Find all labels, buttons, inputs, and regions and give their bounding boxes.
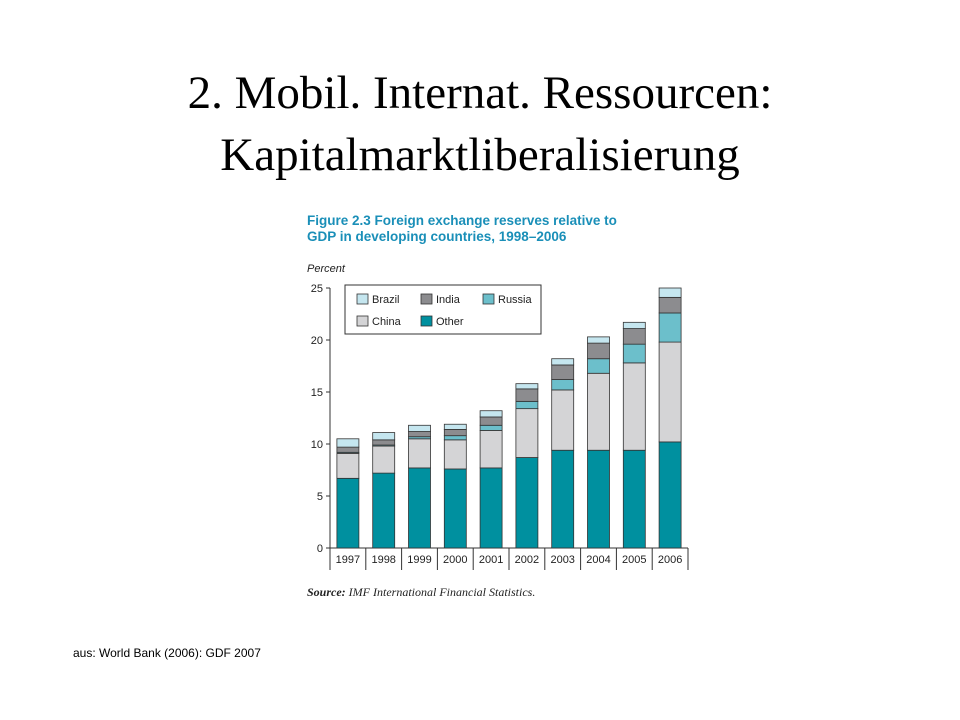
bar-segment-brazil-2005	[622, 321, 646, 329]
x-tick-label: 2000	[443, 554, 467, 566]
legend-swatch-russia	[482, 293, 495, 305]
bar-segment-other-1998	[372, 472, 396, 549]
bar-segment-other-1997	[336, 477, 360, 549]
bar-segment-other-2006	[658, 441, 682, 549]
bar-segment-other-2000	[443, 468, 467, 549]
bar-segment-india-2001	[479, 416, 503, 426]
x-tick-label: 1998	[371, 554, 395, 566]
bar-segment-india-1997	[336, 446, 360, 453]
credit-note: aus: World Bank (2006): GDF 2007	[73, 646, 261, 660]
figure-title-line1: Figure 2.3 Foreign exchange reserves rel…	[307, 213, 617, 228]
bar-segment-china-2001	[479, 430, 503, 469]
bar-segment-brazil-2006	[658, 287, 682, 298]
bar-segment-brazil-1999	[408, 424, 431, 432]
bar-segment-china-2000	[443, 439, 467, 470]
x-tick-label: 2001	[479, 554, 503, 566]
bar-segment-india-1999	[408, 431, 431, 438]
bar-segment-china-2004	[587, 372, 610, 451]
x-tick-label: 1999	[407, 554, 431, 566]
x-tick-label: 2003	[550, 554, 574, 566]
bar-segment-russia-2005	[622, 343, 646, 364]
legend-swatch-china	[356, 315, 369, 327]
bar-segment-brazil-2001	[479, 410, 503, 418]
legend-label-russia: Russia	[498, 294, 533, 306]
bar-segment-russia-2002	[515, 400, 539, 410]
x-tick-label: 2004	[586, 554, 610, 566]
figure-title: Figure 2.3 Foreign exchange reserves rel…	[307, 213, 727, 245]
legend-swatch-india	[420, 293, 433, 305]
x-tick-label: 2005	[622, 554, 646, 566]
bar-segment-china-1999	[408, 438, 431, 469]
figure-source: Source: IMF International Financial Stat…	[307, 585, 535, 600]
bar-segment-china-1997	[336, 452, 360, 479]
bar-segment-brazil-1998	[372, 432, 396, 441]
y-tick-label: 25	[311, 283, 323, 295]
y-tick-label: 5	[317, 491, 323, 503]
legend-label-india: India	[436, 294, 461, 306]
bar-segment-brazil-2004	[587, 336, 610, 344]
bar-segment-other-2001	[479, 467, 503, 549]
legend-label-other: Other	[436, 316, 464, 328]
bar-segment-india-1998	[372, 439, 396, 446]
bar-segment-russia-2001	[479, 424, 503, 431]
bar-segment-brazil-2002	[515, 383, 539, 390]
x-tick-label: 1997	[336, 554, 360, 566]
bar-segment-other-2005	[622, 449, 646, 549]
bar-segment-brazil-1997	[336, 438, 360, 448]
legend-label-brazil: Brazil	[372, 294, 400, 306]
figure-title-line2: GDP in developing countries, 1998–2006	[307, 229, 567, 244]
legend-box	[344, 284, 542, 335]
bar-segment-china-2005	[622, 362, 646, 451]
bar-segment-india-2002	[515, 388, 539, 402]
source-label: Source:	[307, 585, 346, 599]
source-text: IMF International Financial Statistics.	[348, 585, 536, 599]
bar-segment-india-2006	[658, 296, 682, 314]
bar-segment-china-2003	[551, 389, 575, 451]
legend-swatch-brazil	[356, 293, 369, 305]
legend-label-china: China	[372, 316, 402, 328]
bar-segment-other-2002	[515, 457, 539, 549]
bar-segment-other-2004	[587, 449, 610, 549]
bar-segment-china-1998	[372, 445, 396, 474]
bar-segment-russia-2000	[443, 435, 467, 441]
slide-title: 2. Mobil. Internat. Ressourcen: Kapitalm…	[0, 62, 960, 186]
y-tick-label: 10	[311, 439, 323, 451]
bar-segment-russia-2006	[658, 312, 682, 343]
x-tick-label: 2006	[658, 554, 682, 566]
bar-segment-brazil-2003	[551, 358, 575, 366]
bar-segment-brazil-2000	[443, 423, 467, 430]
bar-segment-india-2005	[622, 328, 646, 345]
bar-segment-russia-2003	[551, 379, 575, 391]
y-tick-label: 20	[311, 335, 323, 347]
y-tick-label: 0	[317, 543, 323, 555]
bar-segment-india-2000	[443, 429, 467, 437]
bar-segment-other-1999	[408, 467, 431, 549]
slide-title-line1: 2. Mobil. Internat. Ressourcen:	[187, 67, 773, 119]
bar-segment-india-2004	[587, 342, 610, 360]
bar-segment-china-2006	[658, 341, 682, 443]
bar-segment-russia-2004	[587, 358, 610, 374]
x-tick-label: 2002	[515, 554, 539, 566]
y-tick-label: 15	[311, 387, 323, 399]
slide-title-line2: Kapitalmarktliberalisierung	[220, 129, 740, 181]
bar-segment-china-2002	[515, 408, 539, 458]
y-axis-label: Percent	[307, 263, 346, 275]
bar-segment-other-2003	[551, 449, 575, 549]
legend-swatch-other	[420, 315, 433, 327]
bar-segment-india-2003	[551, 364, 575, 380]
